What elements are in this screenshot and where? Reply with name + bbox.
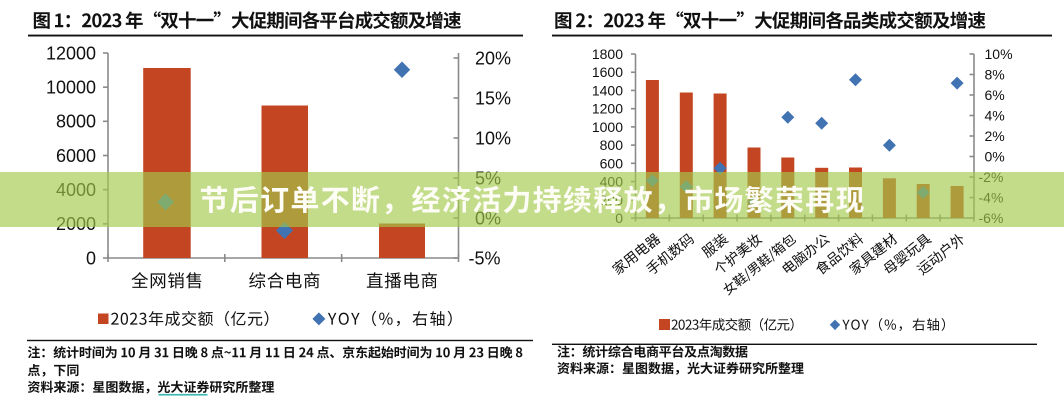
svg-text:1800: 1800 [592,46,623,62]
svg-text:10%: 10% [985,46,1013,62]
svg-text:1000: 1000 [592,119,623,135]
svg-text:12000: 12000 [46,43,96,63]
svg-text:-5%: -5% [469,248,501,268]
svg-text:6%: 6% [985,87,1005,103]
svg-text:2%: 2% [985,128,1005,144]
svg-text:20%: 20% [475,48,511,68]
svg-text:6000: 6000 [56,146,96,166]
svg-text:0: 0 [86,248,96,268]
svg-text:0%: 0% [985,149,1005,165]
svg-text:10000: 10000 [46,78,96,98]
svg-text:1400: 1400 [592,82,623,98]
svg-text:1200: 1200 [592,101,623,117]
svg-text:15%: 15% [475,88,511,108]
svg-text:8%: 8% [985,67,1005,83]
svg-text:10%: 10% [475,128,511,148]
svg-text:1600: 1600 [592,64,623,80]
svg-text:8000: 8000 [56,112,96,132]
svg-text:600: 600 [600,155,624,171]
svg-text:800: 800 [600,137,624,153]
svg-text:4%: 4% [985,108,1005,124]
